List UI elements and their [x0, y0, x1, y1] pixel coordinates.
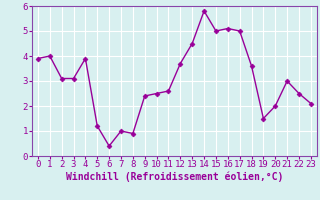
X-axis label: Windchill (Refroidissement éolien,°C): Windchill (Refroidissement éolien,°C): [66, 172, 283, 182]
